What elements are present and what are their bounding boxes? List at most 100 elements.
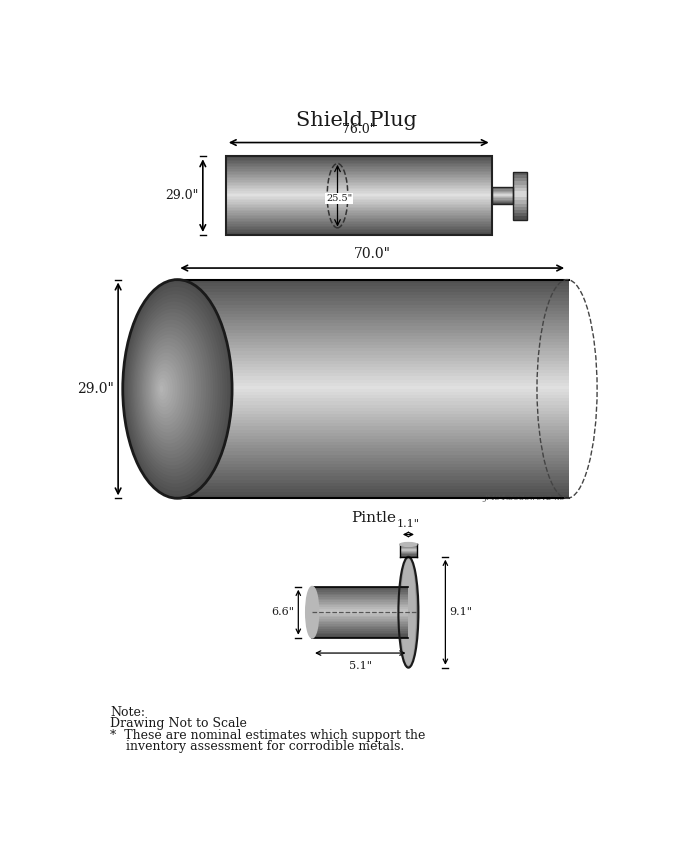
Bar: [178, 367, 569, 370]
Text: inventory assessment for corrodible metals.: inventory assessment for corrodible meta…: [110, 740, 405, 753]
Ellipse shape: [399, 557, 418, 668]
Ellipse shape: [399, 557, 418, 667]
Bar: [312, 602, 408, 603]
Bar: [178, 283, 569, 286]
Text: Pintle: Pintle: [351, 512, 397, 525]
Ellipse shape: [401, 558, 416, 666]
Text: 76.0": 76.0": [342, 123, 376, 136]
Bar: [312, 614, 408, 616]
Bar: [178, 317, 569, 320]
Bar: [178, 376, 569, 380]
Bar: [226, 229, 491, 231]
Bar: [226, 214, 491, 216]
Bar: [178, 489, 569, 492]
Bar: [226, 233, 491, 235]
Bar: [178, 286, 569, 289]
Ellipse shape: [127, 290, 225, 487]
Ellipse shape: [400, 558, 417, 667]
Bar: [491, 187, 513, 188]
Bar: [226, 197, 491, 199]
Bar: [312, 589, 408, 590]
Bar: [178, 349, 569, 351]
Ellipse shape: [143, 338, 194, 440]
Text: 25.5": 25.5": [326, 194, 352, 203]
Bar: [226, 175, 491, 177]
Bar: [178, 458, 569, 460]
Bar: [312, 628, 408, 629]
Bar: [178, 292, 569, 296]
Bar: [178, 358, 569, 361]
Bar: [226, 164, 491, 166]
Bar: [178, 476, 569, 479]
Bar: [312, 621, 408, 623]
Bar: [178, 467, 569, 470]
Bar: [226, 186, 491, 188]
Bar: [178, 414, 569, 417]
Ellipse shape: [158, 378, 168, 400]
Bar: [226, 167, 491, 169]
Ellipse shape: [148, 353, 185, 426]
Bar: [312, 635, 408, 636]
Bar: [491, 198, 513, 199]
Ellipse shape: [135, 316, 208, 462]
Bar: [226, 204, 491, 205]
Bar: [226, 194, 491, 196]
Bar: [513, 194, 527, 198]
Ellipse shape: [133, 309, 213, 469]
Bar: [312, 619, 408, 621]
Bar: [226, 231, 491, 233]
Bar: [400, 547, 417, 548]
Bar: [312, 603, 408, 605]
Ellipse shape: [139, 327, 201, 451]
Bar: [491, 202, 513, 203]
Bar: [178, 355, 569, 358]
Bar: [178, 364, 569, 367]
Bar: [178, 333, 569, 336]
Bar: [513, 185, 527, 188]
Ellipse shape: [130, 302, 218, 476]
Bar: [513, 198, 527, 200]
Ellipse shape: [150, 356, 183, 421]
Bar: [226, 160, 491, 161]
Bar: [400, 544, 417, 545]
Bar: [226, 221, 491, 222]
Ellipse shape: [401, 559, 415, 665]
Bar: [226, 206, 491, 208]
Ellipse shape: [399, 557, 418, 668]
Bar: [178, 427, 569, 429]
Bar: [178, 395, 569, 398]
Ellipse shape: [400, 558, 417, 666]
Ellipse shape: [400, 558, 417, 666]
Bar: [178, 464, 569, 467]
Bar: [312, 629, 408, 631]
Bar: [178, 382, 569, 386]
Bar: [178, 492, 569, 495]
Bar: [491, 195, 513, 196]
Bar: [226, 183, 491, 185]
Bar: [178, 351, 569, 355]
Bar: [312, 605, 408, 607]
Ellipse shape: [155, 371, 173, 407]
Bar: [178, 407, 569, 411]
Bar: [226, 188, 491, 189]
Bar: [178, 442, 569, 445]
Bar: [491, 201, 513, 202]
Bar: [178, 486, 569, 489]
Bar: [178, 398, 569, 401]
Bar: [513, 181, 527, 185]
Bar: [312, 617, 408, 619]
Ellipse shape: [400, 558, 417, 666]
Bar: [312, 612, 408, 614]
Bar: [226, 173, 491, 175]
Bar: [226, 192, 491, 194]
Bar: [513, 200, 527, 204]
Ellipse shape: [144, 342, 192, 436]
Ellipse shape: [401, 559, 415, 665]
Bar: [513, 213, 527, 217]
Bar: [312, 600, 408, 602]
Bar: [226, 166, 491, 167]
Bar: [312, 607, 408, 609]
Bar: [178, 320, 569, 323]
Bar: [178, 423, 569, 427]
Ellipse shape: [400, 543, 417, 546]
